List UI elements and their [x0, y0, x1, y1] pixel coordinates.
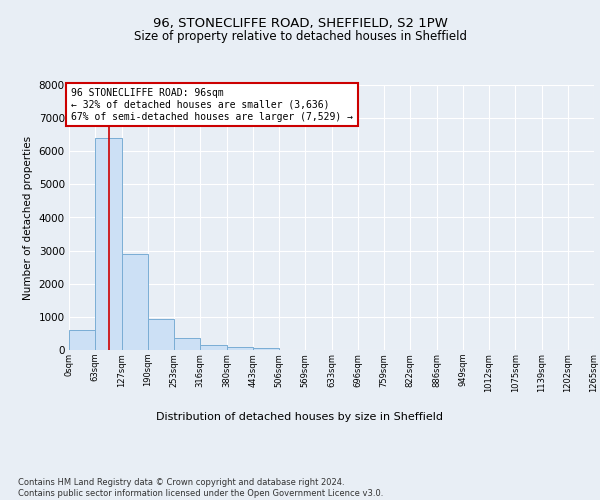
Bar: [122, 254, 148, 350]
Bar: [174, 338, 200, 350]
Bar: [95, 138, 122, 350]
Text: 96, STONECLIFFE ROAD, SHEFFIELD, S2 1PW: 96, STONECLIFFE ROAD, SHEFFIELD, S2 1PW: [152, 18, 448, 30]
Bar: [148, 318, 174, 350]
Bar: [253, 348, 279, 350]
Bar: [227, 346, 253, 350]
Bar: [200, 345, 227, 350]
Text: Distribution of detached houses by size in Sheffield: Distribution of detached houses by size …: [157, 412, 443, 422]
Text: Size of property relative to detached houses in Sheffield: Size of property relative to detached ho…: [133, 30, 467, 43]
Text: Contains HM Land Registry data © Crown copyright and database right 2024.
Contai: Contains HM Land Registry data © Crown c…: [18, 478, 383, 498]
Text: 96 STONECLIFFE ROAD: 96sqm
← 32% of detached houses are smaller (3,636)
67% of s: 96 STONECLIFFE ROAD: 96sqm ← 32% of deta…: [71, 88, 353, 122]
Y-axis label: Number of detached properties: Number of detached properties: [23, 136, 33, 300]
Bar: [69, 330, 95, 350]
